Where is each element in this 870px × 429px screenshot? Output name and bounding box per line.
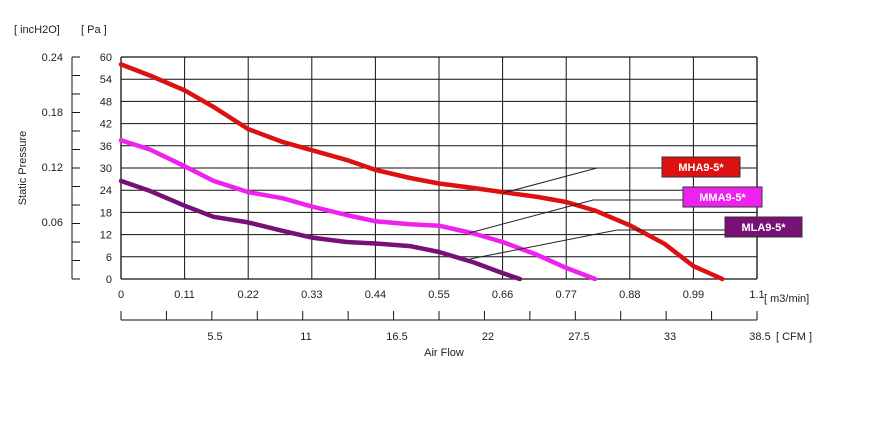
y-tick-label: 42 <box>100 119 112 131</box>
cfm-tick-label: 33 <box>664 331 676 343</box>
x-tick-label: 0 <box>118 289 124 301</box>
cfm-tick-label: 11 <box>300 331 311 343</box>
x-unit-primary: [ m3/min] <box>764 293 809 305</box>
legend-label: MHA9-5* <box>678 162 724 174</box>
legend-box <box>661 156 741 178</box>
legend-leader-line <box>502 167 662 194</box>
x-tick-label: 1.1 <box>749 289 764 301</box>
inch-tick-label: 0.24 <box>42 52 63 64</box>
series-line <box>118 62 725 282</box>
cfm-tick-label: 16.5 <box>386 331 407 343</box>
x-unit-secondary: [ CFM ] <box>776 331 812 343</box>
y-tick-label: 36 <box>100 141 112 153</box>
cfm-tick-label: 38.5 <box>749 331 770 343</box>
bottom-axis: 0 0.11 0.22 0.33 0.44 0.55 0.66 0.77 0.88 0.99 1.1… <box>118 289 771 343</box>
y-tick-label: 6 <box>106 252 112 264</box>
x-tick-label: 0.66 <box>492 289 513 301</box>
y-tick-label: 54 <box>100 74 112 86</box>
x-axis-title: Air Flow <box>424 347 464 359</box>
y-tick-label: 30 <box>100 163 112 175</box>
inch-tick-label: 0.18 <box>42 107 63 119</box>
legend-label: MMA9-5* <box>699 192 746 204</box>
legend: MHA9-5* MMA9-5* MLA9-5* <box>661 156 803 238</box>
y-tick-label: 18 <box>100 207 112 219</box>
x-tick-label: 0.99 <box>683 289 704 301</box>
cfm-tick-label: 22 <box>482 331 494 343</box>
y-tick-label: 0 <box>106 274 112 286</box>
y-tick-label: 60 <box>100 52 112 64</box>
y-unit-primary: [ Pa ] <box>81 24 107 36</box>
cfm-tick-label: 5.5 <box>207 331 222 343</box>
legend-box <box>724 216 803 238</box>
y-axis-title: Static Pressure <box>17 131 29 206</box>
series-line <box>118 138 598 282</box>
legend-box <box>682 186 763 208</box>
y-tick-label: 12 <box>100 230 112 242</box>
legend-leader-line <box>469 229 725 260</box>
x-tick-label: 0.77 <box>555 289 576 301</box>
legend-label: MLA9-5* <box>741 222 786 234</box>
inch-tick-label: 0.12 <box>42 162 63 174</box>
inch-tick-label: 0.06 <box>42 217 63 229</box>
left-axis: 0 6 12 18 24 30 36 42 48 54 60 0.06 0.12 0.18 0.24 <box>42 52 112 286</box>
legend-leader-line <box>468 199 683 234</box>
x-tick-label: 0.11 <box>174 289 195 301</box>
x-tick-label: 0.44 <box>365 289 386 301</box>
y-tick-label: 24 <box>100 185 112 197</box>
x-tick-label: 0.33 <box>301 289 322 301</box>
series-lines <box>118 62 725 282</box>
y-tick-label: 48 <box>100 96 112 108</box>
x-tick-label: 0.55 <box>428 289 449 301</box>
legend-leaders <box>468 167 725 260</box>
y-unit-secondary: [ incH2O] <box>14 24 60 36</box>
series-line <box>118 178 523 282</box>
cfm-tick-label: 27.5 <box>568 331 589 343</box>
x-tick-label: 0.88 <box>619 289 640 301</box>
x-tick-label: 0.22 <box>237 289 258 301</box>
